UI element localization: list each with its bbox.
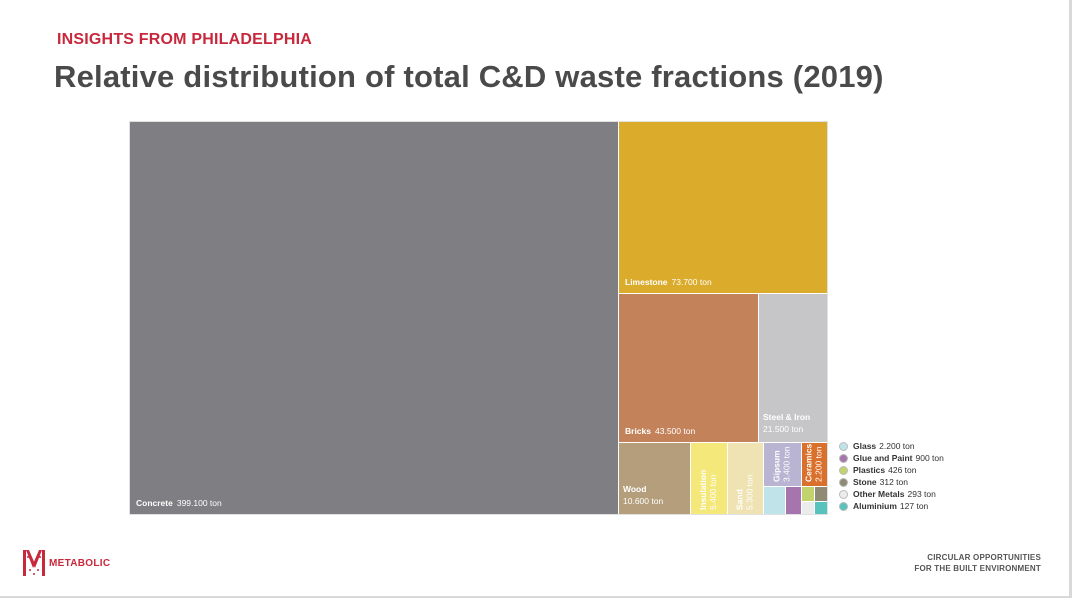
treemap-cell-glass [764, 487, 785, 514]
metabolic-m-icon [23, 550, 45, 576]
treemap-label-name: Bricks [625, 426, 651, 436]
legend-swatch [839, 441, 848, 451]
legend-value: 426 ton [888, 465, 917, 475]
treemap-label-limestone: Limestone 73.700 ton [625, 277, 712, 287]
treemap-label-value: 10.600 ton [623, 496, 663, 506]
legend-name: Aluminium [853, 501, 897, 511]
legend-swatch [839, 465, 848, 475]
slide-border-right [1069, 0, 1072, 598]
treemap-label-name: Concrete [136, 498, 173, 508]
legend-name: Glue and Paint [853, 453, 913, 463]
treemap-label-name: Steel & Iron [763, 412, 810, 422]
treemap-label-name: Wood [623, 484, 646, 494]
legend-swatch [839, 501, 848, 511]
footer-tagline: CIRCULAR OPPORTUNITIES FOR THE BUILT ENV… [914, 552, 1041, 574]
legend-item-glass: Glass 2.200 ton [839, 440, 944, 452]
footer-line-2: FOR THE BUILT ENVIRONMENT [914, 564, 1041, 573]
legend: Glass 2.200 ton Glue and Paint 900 ton Plast… [839, 440, 944, 512]
legend-value: 312 ton [879, 477, 908, 487]
legend-swatch [839, 477, 848, 487]
treemap-label-value: 5.400 ton [708, 474, 718, 510]
treemap-label-name: Limestone [625, 277, 668, 287]
treemap-cell-wood [619, 443, 690, 514]
treemap-cell-limestone [619, 122, 827, 293]
treemap-label-value: 43.500 ton [655, 426, 695, 436]
treemap-label-name: Ceramics [804, 443, 814, 482]
legend-swatch [839, 453, 848, 463]
legend-item-glue-and-paint: Glue and Paint 900 ton [839, 452, 944, 464]
treemap-cell-aluminium [815, 502, 827, 514]
legend-item-aluminium: Aluminium 127 ton [839, 500, 944, 512]
treemap-label-name: Insulation [698, 470, 708, 510]
treemap-cell-steel-iron [759, 294, 827, 442]
treemap-label-value: 21.500 ton [763, 424, 803, 434]
treemap-label-gipsum: Gipsum3.400 ton [772, 446, 792, 482]
treemap-label-bricks: Bricks 43.500 ton [625, 426, 695, 436]
treemap-label-sand: Sand5.300 ton [735, 474, 755, 510]
legend-name: Plastics [853, 465, 886, 475]
treemap-label-value: 399.100 ton [177, 498, 222, 508]
slide-border-bottom [0, 596, 1072, 598]
legend-value: 900 ton [915, 453, 944, 463]
treemap-label-insulation: Insulation5.400 ton [698, 470, 718, 510]
footer-line-1: CIRCULAR OPPORTUNITIES [927, 553, 1041, 562]
treemap-label-steel-iron: Steel & Iron 21.500 ton [763, 412, 810, 434]
treemap-cell-bricks [619, 294, 758, 442]
page-title: Relative distribution of total C&D waste… [54, 59, 884, 94]
treemap-cell-other-metals [802, 502, 814, 514]
legend-name: Stone [853, 477, 877, 487]
metabolic-logo: METABOLIC [22, 548, 110, 578]
section-kicker: INSIGHTS FROM PHILADELPHIA [57, 31, 312, 48]
legend-item-other-metals: Other Metals 293 ton [839, 488, 944, 500]
legend-name: Other Metals [853, 489, 905, 499]
legend-name: Glass [853, 441, 877, 451]
treemap-cell-insulation [691, 443, 727, 514]
legend-value: 127 ton [899, 501, 929, 511]
treemap-cell-glue-and-paint [786, 487, 801, 514]
treemap-frame [129, 121, 828, 515]
treemap-label-value: 5.300 ton [745, 474, 755, 510]
treemap-label-value: 2.200 ton [814, 446, 824, 482]
legend-value: 293 ton [907, 489, 936, 499]
treemap-label-concrete: Concrete 399.100 ton [136, 498, 222, 508]
treemap-cell-stone [815, 487, 827, 501]
treemap-cell-sand [728, 443, 763, 514]
legend-swatch [839, 489, 848, 499]
treemap-label-ceramics: Ceramics2.200 ton [804, 443, 824, 482]
logo-text: METABOLIC [49, 557, 111, 569]
treemap-cell-ceramics [802, 443, 827, 486]
treemap-label-name: Sand [735, 489, 745, 510]
treemap-cell-concrete [130, 122, 618, 514]
treemap-cell-plastics [802, 487, 814, 501]
treemap-label-name: Gipsum [772, 450, 782, 482]
treemap-label-value: 3.400 ton [782, 446, 792, 482]
treemap-cell-gipsum [764, 443, 801, 486]
treemap-label-value: 73.700 ton [672, 277, 712, 287]
legend-item-plastics: Plastics 426 ton [839, 464, 944, 476]
legend-value: 2.200 ton [879, 441, 915, 451]
legend-item-stone: Stone 312 ton [839, 476, 944, 488]
treemap-label-wood: Wood 10.600 ton [623, 484, 663, 506]
